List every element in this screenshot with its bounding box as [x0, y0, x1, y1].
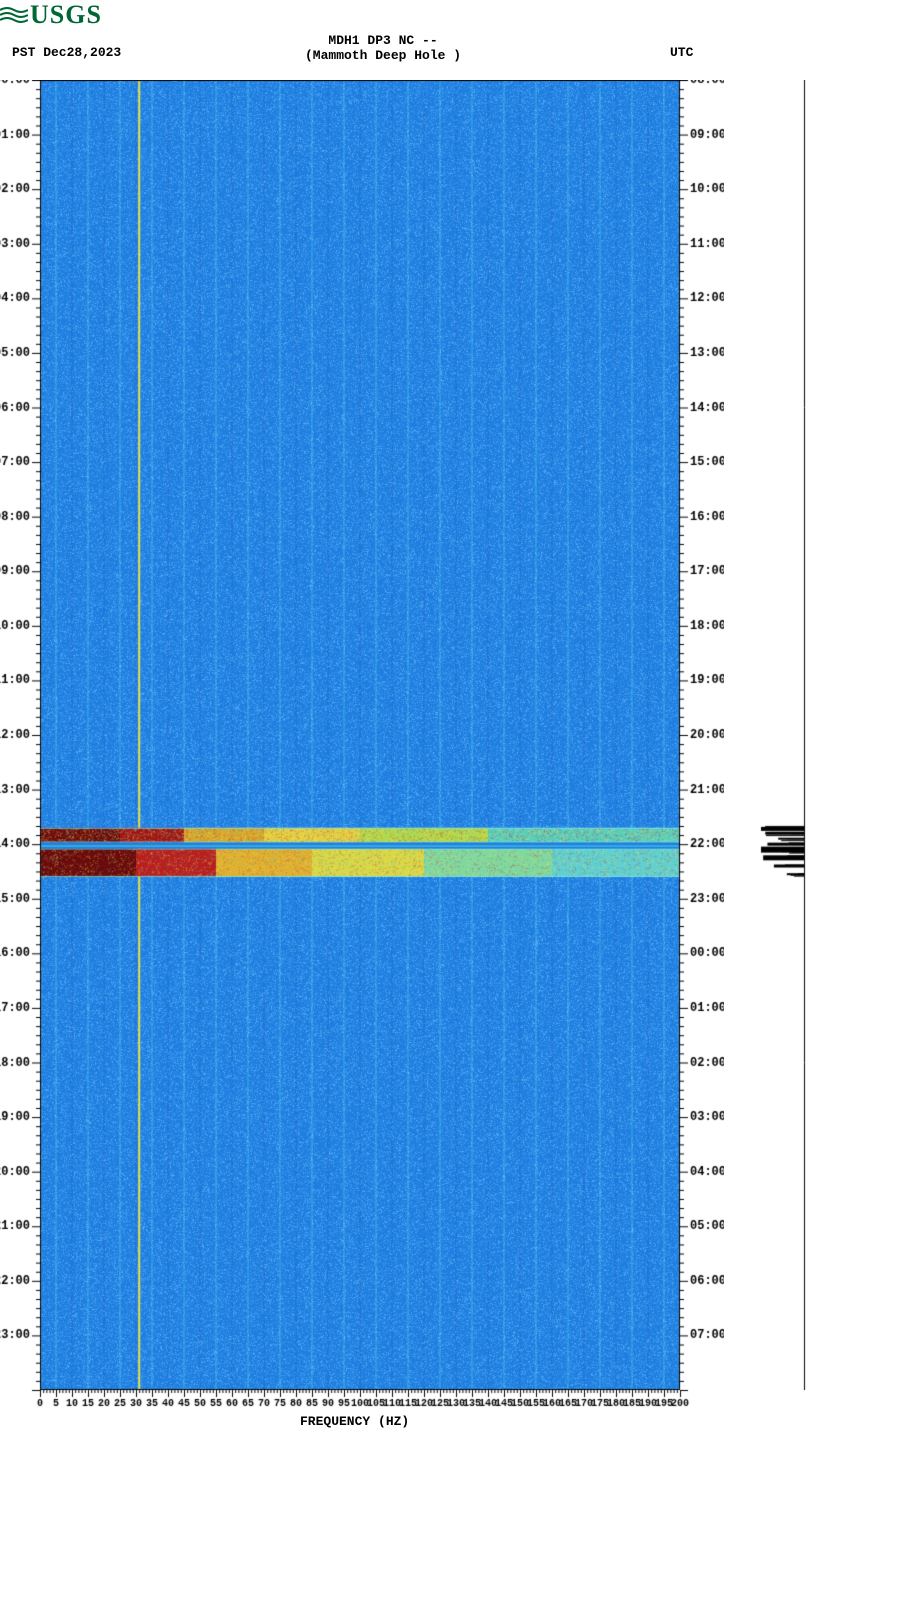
x-axis-label: FREQUENCY (HZ)	[300, 1414, 409, 1429]
amplitude-side-plot	[760, 80, 807, 1390]
spectrogram-plot	[0, 80, 724, 1436]
station-title: MDH1 DP3 NC -- (Mammoth Deep Hole )	[305, 33, 461, 63]
tz-right-label: UTC	[670, 45, 693, 60]
usgs-logo-text: USGS	[30, 0, 102, 29]
tz-left-label: PST Dec28,2023	[12, 45, 121, 60]
usgs-logo: USGS	[0, 0, 102, 30]
usgs-wave-icon	[0, 6, 28, 24]
